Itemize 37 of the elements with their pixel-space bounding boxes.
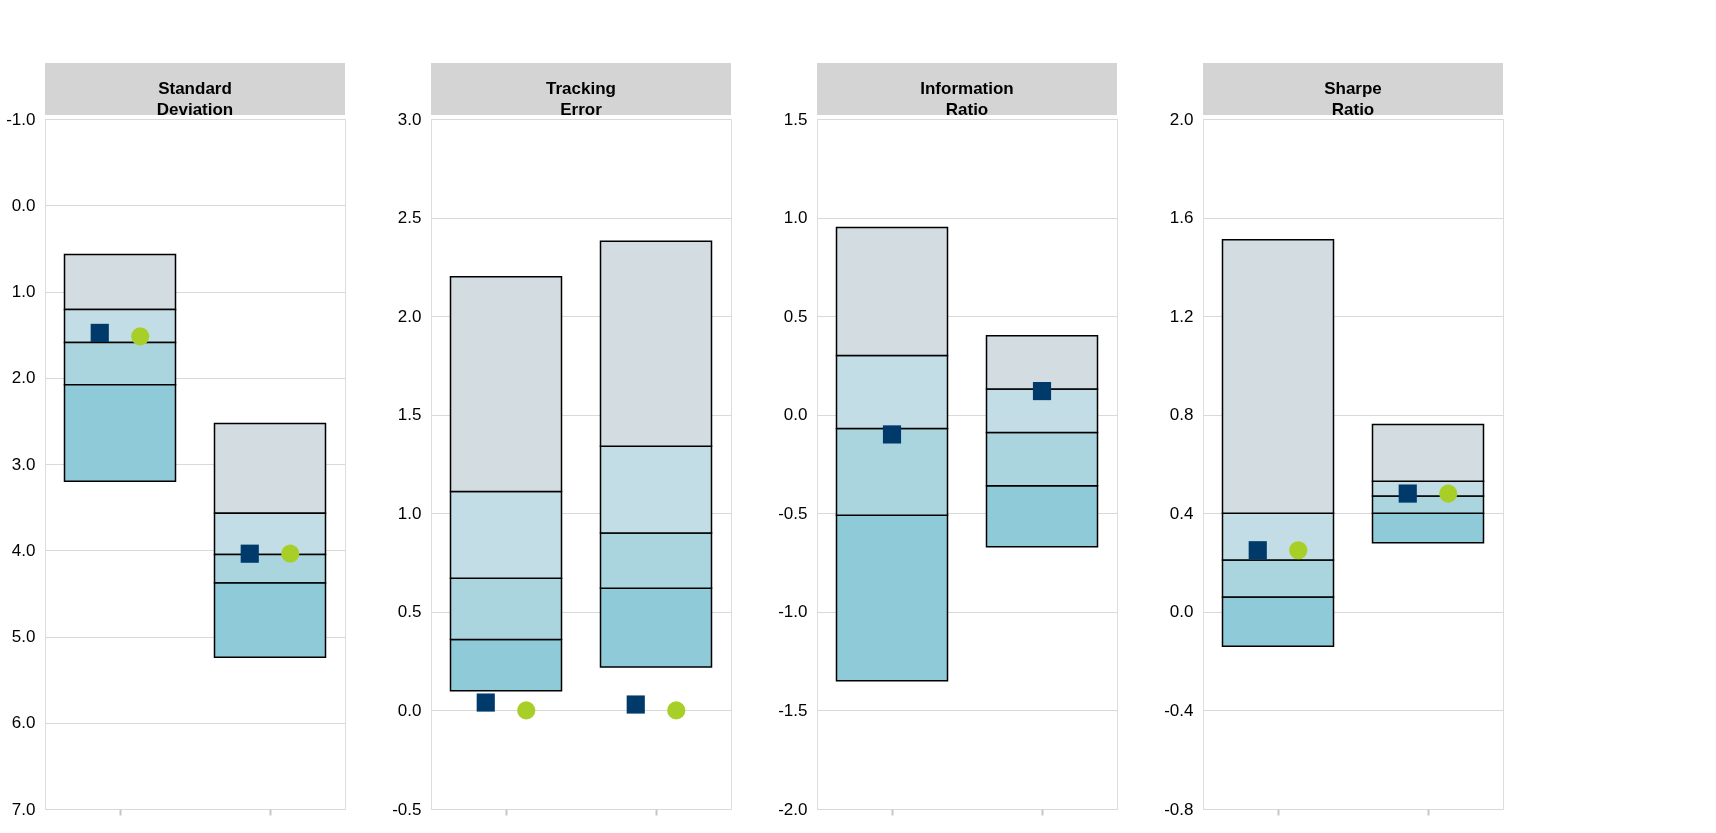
y-tick-label: 0.8 xyxy=(1169,405,1194,425)
y-tick-label: -0.5 xyxy=(392,799,422,819)
chart-title: Sharpe Ratio xyxy=(1324,79,1382,119)
y-tick-label: 1.6 xyxy=(1169,208,1194,228)
y-tick-label: 2.0 xyxy=(1169,109,1194,129)
y-tick-label: 3.0 xyxy=(11,454,36,474)
y-tick-label: 0.5 xyxy=(783,306,808,326)
y-tick-label: 2.5 xyxy=(397,208,422,228)
y-tick-label: 0.0 xyxy=(397,700,422,720)
y-tick-label: 0.0 xyxy=(1169,602,1194,622)
y-tick-label: -0.8 xyxy=(1164,799,1194,819)
y-tick-label: 0.0 xyxy=(11,195,36,215)
y-tick-label: -0.4 xyxy=(1164,700,1194,720)
y-tick-label: 1.5 xyxy=(783,109,808,129)
chart-title: Information Ratio xyxy=(920,79,1014,119)
chart-title: Standard Deviation xyxy=(156,79,234,119)
y-tick-label: 2.0 xyxy=(11,368,36,388)
y-tick-label: 1.0 xyxy=(397,503,422,523)
y-tick-label: 1.0 xyxy=(783,208,808,228)
y-tick-label: -1.5 xyxy=(778,700,808,720)
y-tick-label: 0.0 xyxy=(783,405,808,425)
y-tick-label: -0.5 xyxy=(778,503,808,523)
y-tick-label: 1.5 xyxy=(397,405,422,425)
y-tick-label: 1.0 xyxy=(11,282,36,301)
y-tick-label: 0.5 xyxy=(397,602,422,622)
y-tick-label: 6.0 xyxy=(11,713,36,733)
chart-title: Tracking Error xyxy=(546,79,616,119)
y-tick-label: 4.0 xyxy=(11,540,36,560)
y-tick-label: 3.0 xyxy=(397,109,422,129)
y-tick-label: -1.0 xyxy=(778,602,808,622)
y-tick-label: 7.0 xyxy=(11,799,36,819)
y-tick-label: 5.0 xyxy=(11,627,36,646)
y-tick-label: 2.0 xyxy=(397,306,422,326)
y-tick-label: -2.0 xyxy=(778,799,808,819)
y-tick-label: 0.4 xyxy=(1169,503,1194,523)
y-tick-label: 1.2 xyxy=(1169,306,1194,326)
y-tick-label: -1.0 xyxy=(6,109,36,129)
